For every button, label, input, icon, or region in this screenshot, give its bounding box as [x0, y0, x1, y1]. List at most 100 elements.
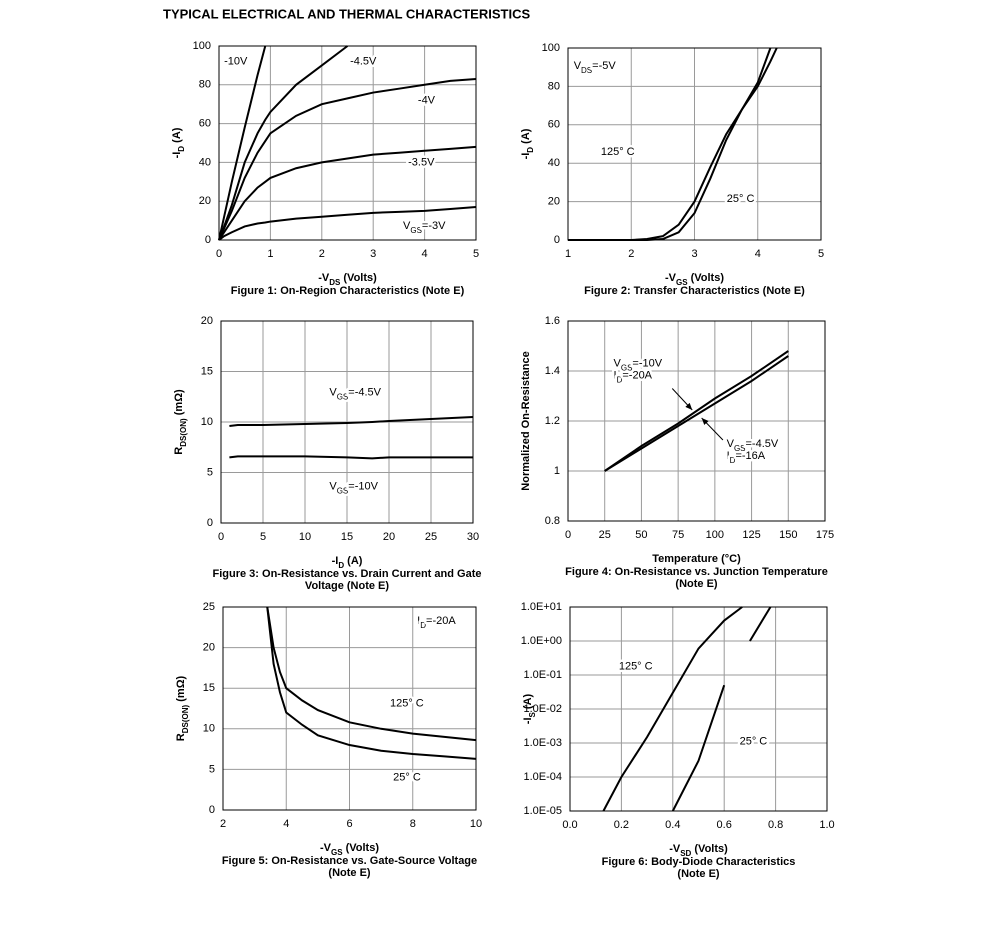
y-axis-label: -ID (A) — [171, 127, 186, 158]
annotation: -4V — [418, 94, 436, 106]
y-axis-label-part: DS(ON) — [181, 704, 190, 733]
x-axis-label-part: -V — [669, 843, 681, 855]
annotation: VGS=-4.5V — [727, 438, 779, 453]
x-tick-label: 10 — [299, 531, 311, 543]
x-tick-label: 8 — [410, 818, 416, 830]
annotation: VDS=-5V — [574, 60, 617, 75]
annotation-part: GS — [337, 392, 349, 401]
chart: 0 5 10 15 20 25 30 0 5 10 15 20 — [201, 315, 479, 543]
annotation: -3.5V — [408, 156, 435, 168]
x-axis-label-part: -I — [332, 555, 339, 567]
plot-frame — [220, 320, 474, 524]
y-axis-label-part: D — [177, 146, 186, 152]
annotation: VGS=-10V — [329, 481, 378, 496]
y-axis-label-part: -I — [171, 152, 183, 159]
curve — [218, 45, 267, 241]
x-axis-label: Temperature (°C) — [652, 553, 741, 565]
x-axis-label: -VSD (Volts) — [669, 843, 728, 858]
annotation-part: V — [329, 481, 337, 493]
y-axis-label-part: DS(ON) — [179, 418, 188, 447]
y-tick-label: 10 — [201, 416, 213, 428]
annotation-part: D — [420, 620, 426, 629]
x-axis-label: -VDS (Volts) — [318, 272, 377, 287]
annotation-part: 25° C — [393, 771, 421, 783]
x-tick-label: 175 — [816, 529, 834, 541]
x-tick-label: 30 — [467, 531, 479, 543]
x-tick-label: 100 — [706, 529, 724, 541]
x-tick-label: 1 — [565, 248, 571, 260]
y-axis-label-part: (A) — [522, 693, 534, 712]
annotation-part: 25° C — [740, 735, 768, 747]
annotation-part: =-16A — [735, 450, 765, 462]
y-tick-label: 5 — [207, 466, 213, 478]
x-tick-label: 75 — [672, 529, 684, 541]
annotation: ID=-20A — [614, 369, 653, 384]
x-tick-label: 3 — [370, 248, 376, 260]
page-title: TYPICAL ELECTRICAL AND THERMAL CHARACTER… — [163, 6, 530, 21]
x-axis-label-part: GS — [331, 848, 343, 857]
x-tick-label: 1.0 — [819, 819, 834, 831]
y-tick-label: 1.2 — [545, 415, 560, 427]
annotation-part: D — [617, 375, 623, 384]
y-tick-label: 25 — [203, 601, 215, 613]
y-axis-label-part: -I — [522, 717, 534, 724]
y-tick-label: 1 — [554, 465, 560, 477]
x-tick-label: 125 — [742, 529, 760, 541]
annotation-part: I — [417, 615, 420, 627]
y-tick-label: 0 — [205, 234, 211, 246]
x-tick-label: 2 — [628, 248, 634, 260]
annotation: 125° C — [619, 660, 653, 672]
y-tick-label: 60 — [548, 119, 560, 131]
y-tick-label: 1.0E+01 — [521, 601, 562, 613]
y-tick-label: 0 — [207, 517, 213, 529]
y-axis-label-part: R — [173, 447, 185, 455]
curve — [604, 350, 789, 472]
annotation-part: 125° C — [619, 660, 653, 672]
x-axis-label-part: -V — [318, 272, 330, 284]
y-tick-label: 1.6 — [545, 315, 560, 327]
annotation-part: GS — [621, 363, 633, 372]
annotation-part: V — [329, 387, 337, 399]
annotation-part: =-3V — [422, 220, 446, 232]
y-axis-label-part: R — [175, 733, 187, 741]
annotation-part: DS — [581, 66, 592, 75]
y-tick-label: 0.8 — [545, 515, 560, 527]
x-axis-label-part: (A) — [344, 555, 363, 567]
annotation-part: 125° C — [601, 146, 635, 158]
annotation: VGS=-3V — [403, 220, 446, 235]
figure-caption: (Note E) — [677, 868, 720, 880]
y-tick-label: 40 — [548, 157, 560, 169]
curve — [229, 415, 474, 428]
x-axis-label-part: (Volts) — [688, 272, 725, 284]
curve — [602, 606, 743, 812]
x-tick-label: 5 — [260, 531, 266, 543]
x-axis-label: -VGS (Volts) — [320, 842, 379, 857]
annotation: 125° C — [390, 698, 424, 710]
x-tick-label: 150 — [779, 529, 797, 541]
x-axis-label-part: DS — [329, 278, 341, 287]
plot-frame — [567, 320, 826, 522]
annotation-part: I — [727, 450, 730, 462]
chart: 0.0 0.2 0.4 0.6 0.8 1.0 1.0E-05 1.0E-04 1.0E-03 1… — [521, 601, 835, 831]
x-tick-label: 3 — [691, 248, 697, 260]
x-axis-label-part: (Volts) — [691, 843, 728, 855]
y-tick-label: 1.0E-01 — [523, 669, 562, 681]
curve — [266, 606, 477, 742]
annotation: 25° C — [393, 771, 421, 783]
chart: 1 2 3 4 5 0 20 40 60 80 100 — [542, 42, 824, 260]
annotation-part: =-10V — [632, 357, 662, 369]
curve — [568, 47, 772, 241]
curve — [266, 606, 477, 760]
x-axis-label-part: GS — [676, 278, 688, 287]
y-tick-label: 0 — [209, 804, 215, 816]
figure-caption: Figure 6: Body-Diode Characteristics — [602, 856, 796, 868]
chart: 0 25 50 75 100 125 150 175 0.8 1 1.2 1.4 1.6 — [545, 315, 834, 541]
x-axis-label-part: -V — [665, 272, 677, 284]
annotation: VGS=-10V — [614, 357, 663, 372]
annotation-part: 25° C — [727, 193, 755, 205]
figure-caption: (Note E) — [675, 578, 718, 590]
annotation-part: =-4.5V — [348, 387, 381, 399]
x-tick-label: 2 — [319, 248, 325, 260]
y-axis-label-part: (A) — [171, 127, 183, 146]
x-tick-label: 4 — [755, 248, 761, 260]
